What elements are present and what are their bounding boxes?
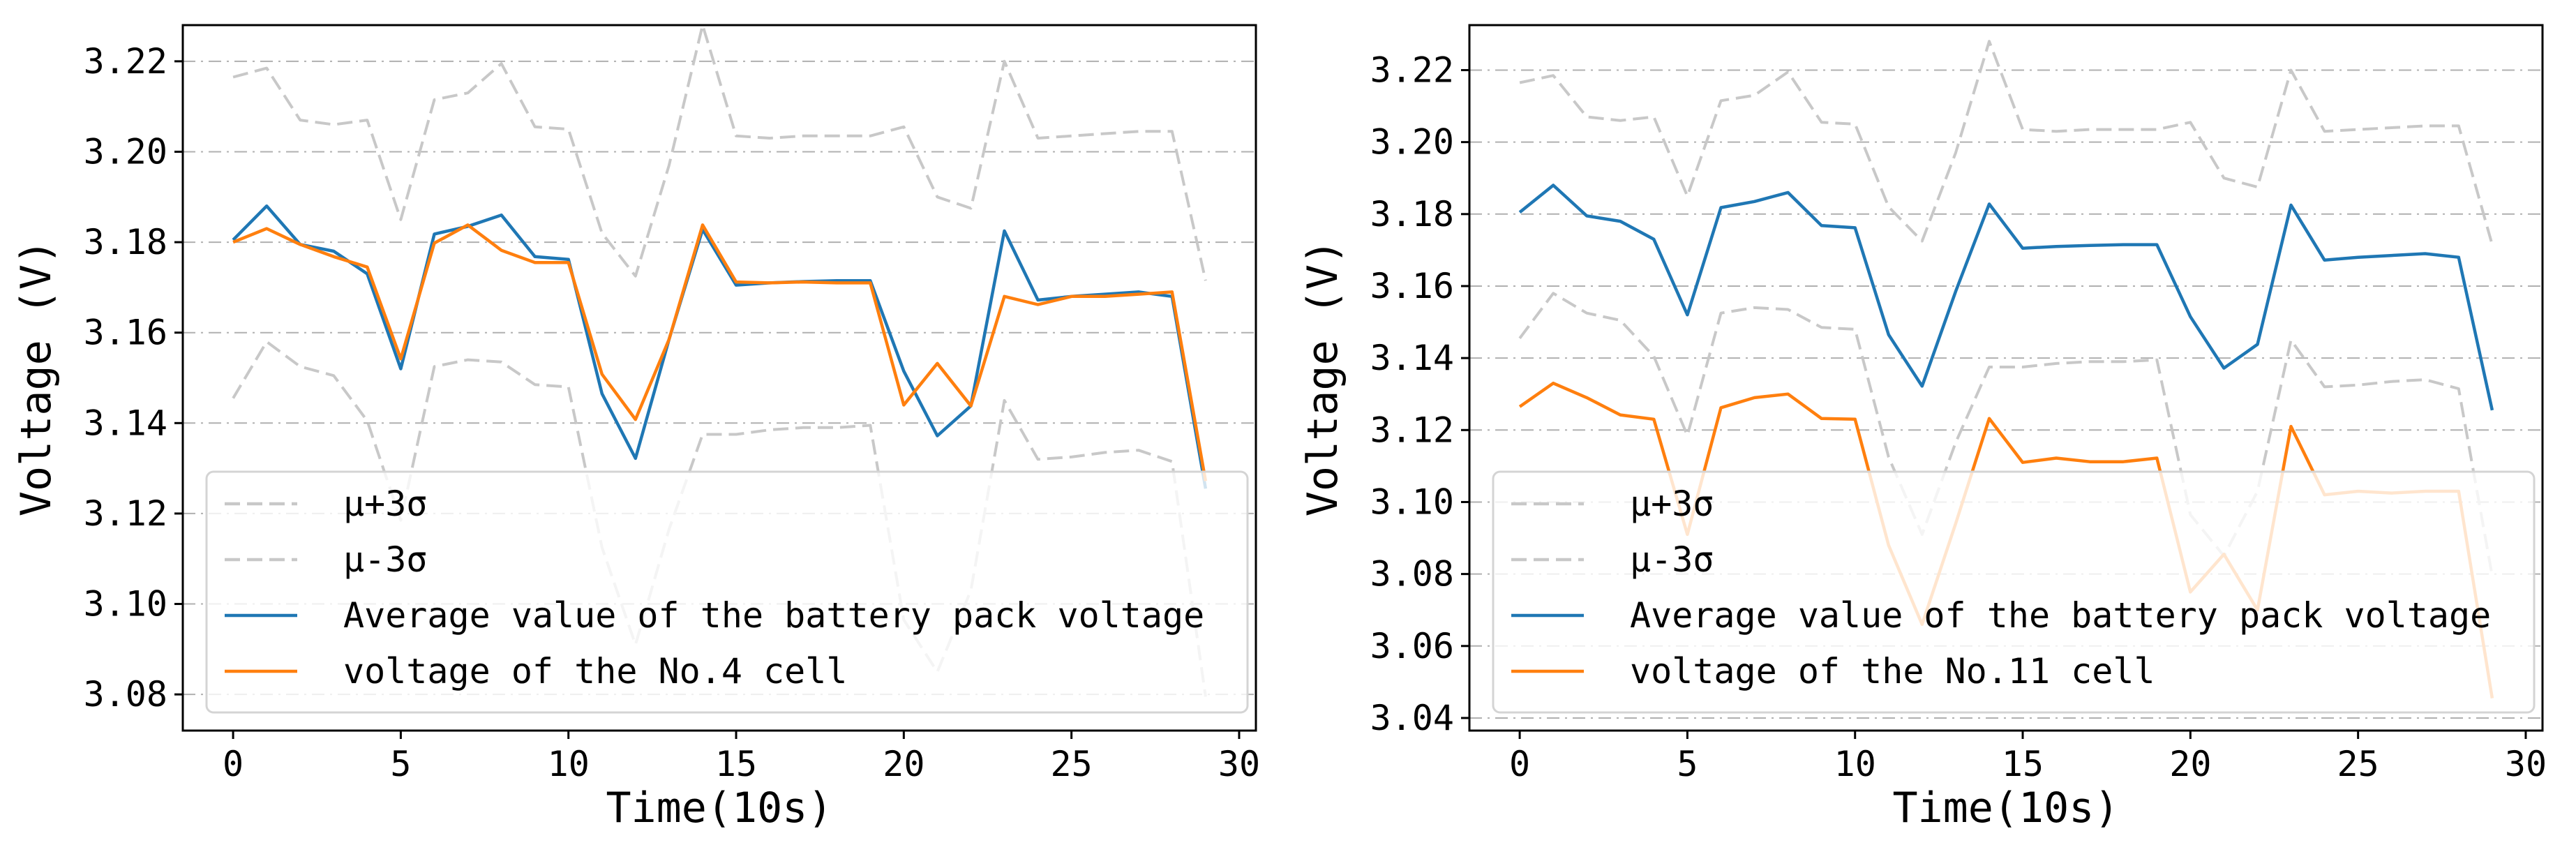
x-tick-label: 5: [1677, 744, 1698, 784]
series-line-1: [1519, 40, 2494, 246]
y-axis-label: Voltage (V): [1298, 239, 1347, 516]
legend: μ+3σ μ-3σ Average value of the battery pac…: [205, 470, 1249, 714]
legend-label-1: μ+3σ: [343, 484, 427, 524]
y-tick-label: 3.22: [84, 41, 167, 82]
x-tick-label: 25: [2337, 744, 2379, 784]
x-tick-label: 20: [883, 744, 924, 784]
y-tick-label: 3.14: [1370, 338, 1454, 378]
legend-box: [205, 470, 1249, 714]
x-axis-label: Time(10s): [1892, 784, 2119, 832]
x-axis-label: Time(10s): [606, 784, 832, 832]
y-tick-label: 3.10: [84, 584, 167, 625]
y-tick-label: 3.20: [84, 131, 167, 172]
legend-label-3: Average value of the battery pack voltag…: [343, 595, 1204, 636]
x-tick-label: 0: [223, 744, 244, 784]
x-tick-label: 10: [1834, 744, 1876, 784]
series-line-3: [1518, 184, 2494, 411]
y-tick-label: 3.04: [1370, 698, 1454, 738]
series-line-2: [1518, 292, 2494, 576]
chart-panel-1: 0 5 10 15 20 25 30 3.08 3.10 3.12 3.14 3.16 3.18 3.20…: [12, 24, 1260, 832]
series-line-3: [232, 204, 1208, 489]
legend-label-1: μ+3σ: [1630, 484, 1714, 524]
x-tick-label: 15: [715, 744, 757, 784]
x-tick-label: 30: [2505, 744, 2547, 784]
x-tick-label: 20: [2169, 744, 2211, 784]
legend-label-2: μ-3σ: [343, 539, 427, 580]
y-tick-label: 3.16: [1370, 266, 1454, 306]
y-tick-label: 3.18: [1370, 194, 1454, 234]
y-tick-label: 3.08: [1370, 554, 1454, 595]
series-line-1: [232, 24, 1207, 281]
x-tick-label: 25: [1051, 744, 1093, 784]
x-tick-label: 10: [548, 744, 590, 784]
chart-panel-2: 0 5 10 15 20 25 30 3.04 3.06 3.08 3.10 3.12 3.14 3.16…: [1298, 24, 2547, 832]
y-tick-label: 3.12: [84, 493, 167, 534]
x-tick-label: 0: [1509, 744, 1530, 784]
legend-box: [1492, 470, 2536, 714]
plot-frame: [1468, 24, 2544, 732]
y-tick-label: 3.20: [1370, 122, 1454, 163]
y-tick-label: 3.22: [1370, 50, 1454, 90]
y-tick-label: 3.16: [84, 313, 167, 353]
y-axis-label: Voltage (V): [12, 239, 61, 516]
legend-label-2: μ-3σ: [1630, 539, 1714, 580]
legend-label-4: voltage of the No.11 cell: [1630, 651, 2155, 692]
series-line-2: [232, 340, 1207, 697]
y-tick-label: 3.14: [84, 403, 167, 443]
plot-frame: [181, 24, 1257, 732]
legend-label-4: voltage of the No.4 cell: [343, 651, 847, 692]
y-tick-label: 3.10: [1370, 481, 1454, 522]
series-line-4: [232, 223, 1208, 481]
y-tick-label: 3.08: [84, 674, 167, 715]
x-tick-label: 30: [1218, 744, 1260, 784]
legend: μ+3σ μ-3σ Average value of the battery pac…: [1492, 470, 2536, 714]
y-tick-label: 3.12: [1370, 410, 1454, 450]
x-tick-label: 15: [2002, 744, 2044, 784]
y-tick-label: 3.18: [84, 222, 167, 262]
x-tick-label: 5: [390, 744, 411, 784]
legend-label-3: Average value of the battery pack voltag…: [1630, 595, 2491, 636]
y-tick-label: 3.06: [1370, 626, 1454, 666]
